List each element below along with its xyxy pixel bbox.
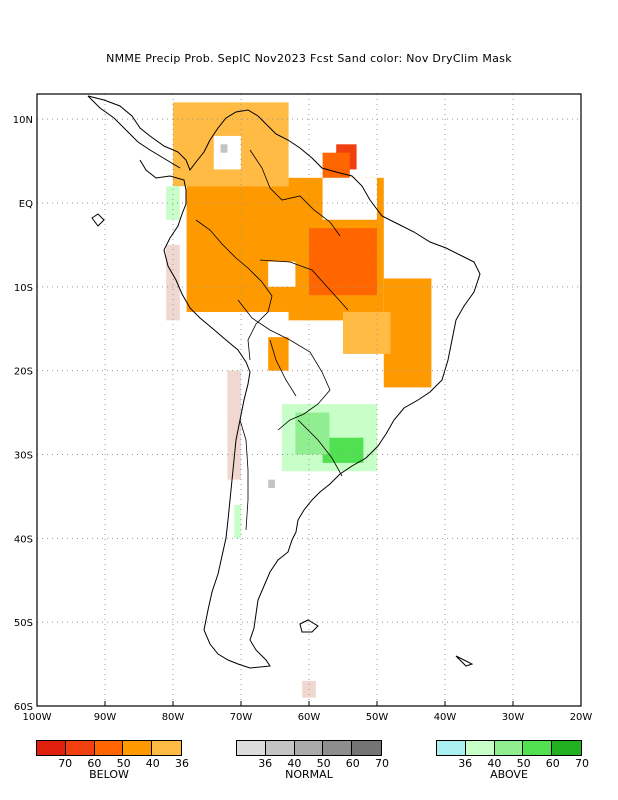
legend-below-ticks: 70 60 50 40 36 (36, 756, 189, 770)
legend-swatch (494, 741, 524, 755)
legend-below-label: BELOW (89, 768, 129, 781)
legend-swatch (123, 741, 153, 755)
legend-swatch (94, 741, 124, 755)
legend-tick-label: 36 (175, 757, 189, 770)
no-signal-cell (322, 177, 377, 220)
legend-swatch (294, 741, 324, 755)
legend-above-label: ABOVE (490, 768, 528, 781)
normal-cell (220, 144, 228, 153)
lon-tick-label: 40W (434, 712, 457, 723)
legend-normal-colorbar (236, 740, 382, 756)
lon-tick-label: 30W (502, 712, 525, 723)
south-georgia (455, 655, 474, 667)
legend-above-colorbar (436, 740, 582, 756)
country-borders (195, 149, 349, 531)
legend-tick-label: 70 (575, 757, 589, 770)
legend-tick-label: 40 (487, 757, 502, 770)
lat-tick-label: 50S (14, 618, 33, 629)
legend-tick-label: 60 (345, 757, 360, 770)
map-frame (36, 93, 582, 707)
lat-tick-label: 30S (14, 450, 33, 461)
legend-swatch (523, 741, 553, 755)
lat-tick-label: 20S (14, 367, 33, 378)
central-america-coastline (87, 95, 181, 169)
legend-above: 36 40 50 60 70 ABOVE (436, 740, 589, 781)
lat-tick-label: 10N (13, 115, 33, 126)
lat-tick-label: EQ (19, 199, 33, 210)
legend-swatch (265, 741, 295, 755)
legend-swatch (237, 741, 266, 755)
below-normal-cell (343, 311, 391, 354)
lon-tick-label: 60W (298, 712, 321, 723)
legend-tick-label: 40 (145, 757, 160, 770)
below-normal-cell (322, 152, 350, 178)
legend-normal: 36 40 50 60 70 NORMAL (236, 740, 389, 781)
south-america-coastline (87, 95, 481, 669)
lon-tick-label: 90W (94, 712, 117, 723)
legend-tick-label: 70 (375, 757, 389, 770)
legend-swatch (465, 741, 495, 755)
map-title: NMME Precip Prob. SepIC Nov2023 Fcst San… (106, 52, 512, 65)
legend-tick-label: 60 (87, 757, 102, 770)
below-normal-cell (309, 228, 377, 296)
lon-tick-label: 70W (230, 712, 253, 723)
legend-tick-label: 50 (516, 757, 531, 770)
legend-tick-label: 50 (316, 757, 331, 770)
legend-swatch (37, 741, 66, 755)
coastlines (87, 95, 481, 669)
below-normal-cell (383, 278, 432, 388)
lat-tick-label: 60S (14, 702, 33, 713)
forecast-grid-cells (166, 102, 432, 698)
legend-swatch (152, 741, 181, 755)
legend-below-colorbar (36, 740, 182, 756)
lat-tick-label: 40S (14, 534, 33, 545)
falkland-islands (299, 619, 319, 633)
galapagos-islands (91, 213, 105, 227)
lon-tick-label: 20W (570, 712, 593, 723)
dryclim-mask-cell (166, 244, 180, 321)
lon-tick-label: 80W (162, 712, 185, 723)
no-signal-cell (268, 261, 296, 287)
below-normal-cell (268, 337, 289, 371)
legend-tick-label: 36 (458, 757, 473, 770)
legend-above-ticks: 36 40 50 60 70 (436, 756, 589, 770)
legend-tick-label: 60 (545, 757, 560, 770)
longitude-tick-labels: 100W 90W 80W 70W 60W 50W 40W 30W 20W (23, 712, 593, 723)
dryclim-mask-cell (227, 370, 241, 480)
legend-below: 70 60 50 40 36 BELOW (36, 740, 189, 781)
legend-tick-label: 70 (58, 757, 73, 770)
legend-normal-ticks: 36 40 50 60 70 (236, 756, 389, 770)
normal-cell (268, 479, 275, 489)
legend-swatch (65, 741, 95, 755)
lat-tick-label: 10S (14, 283, 33, 294)
lon-tick-label: 50W (366, 712, 389, 723)
legend-tick-label: 40 (287, 757, 302, 770)
legend-swatch (323, 741, 353, 755)
legend-swatch (352, 741, 381, 755)
above-normal-cell (234, 504, 241, 539)
legend-normal-label: NORMAL (285, 768, 333, 781)
legend-tick-label: 36 (258, 757, 273, 770)
legend-swatch (437, 741, 466, 755)
latitude-tick-labels: 10N EQ 10S 20S 30S 40S 50S 60S (13, 115, 33, 713)
precip-probability-map: 100W 90W 80W 70W 60W 50W 40W 30W 20W 10N EQ 10S 20S… (13, 93, 593, 723)
legend-tick-label: 50 (116, 757, 131, 770)
legend-swatch (552, 741, 581, 755)
graticule (36, 94, 582, 706)
lon-tick-label: 100W (23, 712, 52, 723)
